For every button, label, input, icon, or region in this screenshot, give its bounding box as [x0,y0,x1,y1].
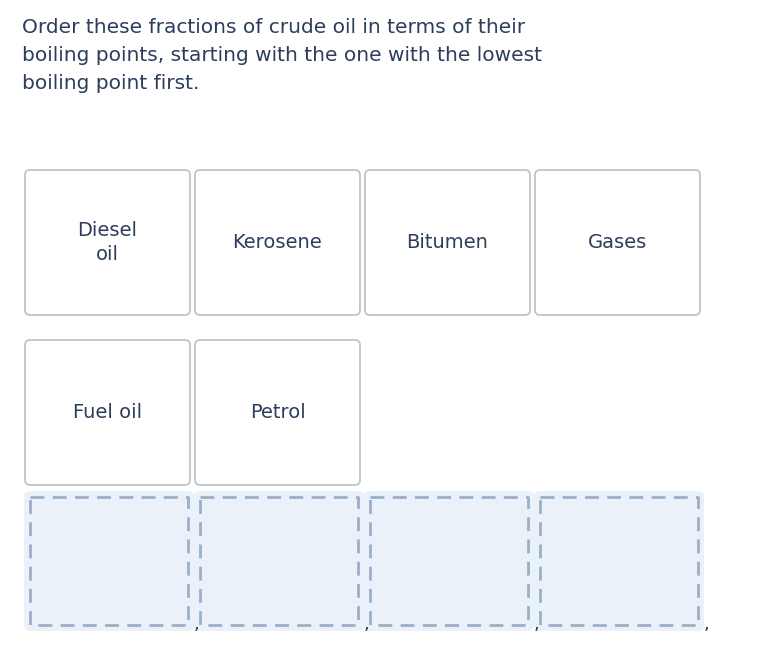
FancyBboxPatch shape [194,491,364,631]
Text: ,: , [364,615,370,633]
Text: Fuel oil: Fuel oil [73,403,142,422]
Text: ,: , [194,615,199,633]
FancyBboxPatch shape [24,491,194,631]
Text: ,: , [704,615,710,633]
FancyBboxPatch shape [364,491,534,631]
Text: Kerosene: Kerosene [233,233,323,252]
Text: Order these fractions of crude oil in terms of their
boiling points, starting wi: Order these fractions of crude oil in te… [22,18,542,93]
Text: Petrol: Petrol [249,403,306,422]
FancyBboxPatch shape [25,170,190,315]
FancyBboxPatch shape [534,491,704,631]
Text: ,: , [534,615,540,633]
Text: Diesel
oil: Diesel oil [78,221,138,265]
FancyBboxPatch shape [365,170,530,315]
FancyBboxPatch shape [25,340,190,485]
FancyBboxPatch shape [195,170,360,315]
FancyBboxPatch shape [195,340,360,485]
FancyBboxPatch shape [535,170,700,315]
Text: Bitumen: Bitumen [407,233,488,252]
Text: Gases: Gases [588,233,647,252]
